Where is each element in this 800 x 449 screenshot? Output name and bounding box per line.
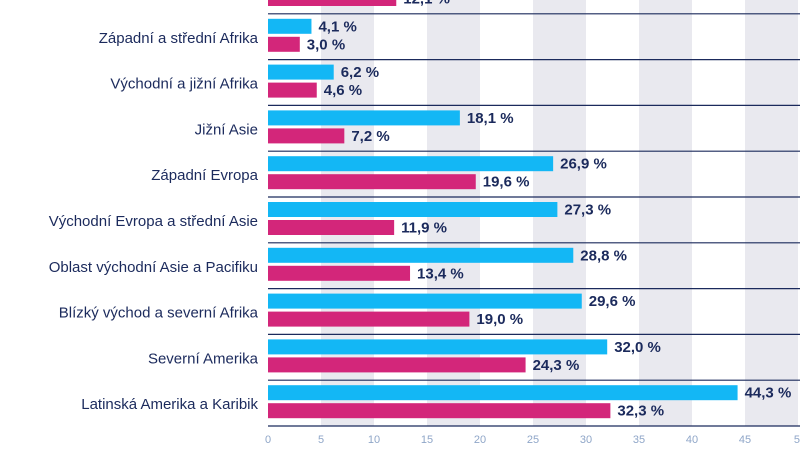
category-label: Severní Amerika (148, 350, 259, 367)
x-tick-label: 35 (633, 434, 645, 446)
category-label: Blízký východ a severní Afrika (59, 305, 259, 322)
value-label: 4,1 % (318, 18, 356, 35)
value-label: 7,2 % (351, 128, 389, 145)
value-label: 11,9 % (401, 219, 447, 236)
category-label: Západní Evropa (151, 167, 258, 184)
value-label: 32,0 % (614, 339, 661, 356)
bar-series-1 (268, 110, 460, 126)
bar-series-1 (268, 64, 334, 80)
x-tick-label: 10 (368, 434, 380, 446)
x-tick-label: 0 (265, 434, 271, 446)
bar-series-1 (268, 156, 554, 172)
x-tick-label: 30 (580, 434, 592, 446)
bar-series-2 (268, 82, 317, 98)
bar-series-1 (268, 202, 558, 217)
bars (268, 0, 738, 419)
value-label: 3,0 % (307, 36, 345, 53)
bar-series-2 (268, 220, 395, 235)
value-label: 18,1 % (467, 110, 514, 127)
value-label: 24,3 % (533, 357, 580, 374)
x-tick-label: 40 (686, 434, 698, 446)
grid-band (745, 0, 798, 426)
bar-series-1 (268, 385, 738, 401)
category-label: Latinská Amerika a Karibik (81, 396, 258, 413)
bar-series-2 (268, 311, 470, 327)
value-label: 27,3 % (564, 201, 611, 218)
value-label: 12,1 % (403, 0, 450, 7)
value-label: 32,3 % (617, 403, 664, 420)
bar-series-1 (268, 293, 582, 309)
bar-series-1 (268, 339, 608, 355)
x-axis-ticks: 0 5 10 15 20 25 30 35 40 45 5 (265, 434, 800, 446)
value-label: 4,6 % (324, 82, 362, 99)
x-tick-label: 5 (794, 434, 800, 446)
value-label: 28,8 % (580, 247, 627, 264)
bar-series-2 (268, 403, 611, 419)
value-label: 26,9 % (560, 156, 607, 173)
bar-series-2 (268, 265, 411, 281)
value-label: 44,3 % (745, 385, 792, 402)
bar-series-2 (268, 36, 300, 52)
bar-series-1 (268, 247, 574, 263)
bar-series-2 (268, 174, 476, 190)
x-tick-label: 25 (527, 434, 539, 446)
value-label: 13,4 % (417, 265, 464, 282)
labels: 12,1 % Západní a střední Afrika 4,1 %3,0 %… (49, 0, 792, 420)
bar-series-2 (268, 128, 345, 144)
category-label: Východní a jižní Afrika (110, 76, 258, 93)
category-label: Východní Evropa a střední Asie (49, 213, 258, 230)
value-label: 19,6 % (483, 174, 530, 191)
category-label: Západní a střední Afrika (99, 30, 259, 47)
grid-band (639, 0, 692, 426)
bar-series-2 (268, 0, 397, 6)
x-tick-label: 45 (739, 434, 751, 446)
bar-series-2 (268, 357, 526, 373)
value-label: 29,6 % (589, 293, 636, 310)
category-label: Jižní Asie (195, 121, 258, 138)
category-separators (268, 13, 800, 427)
x-tick-label: 20 (474, 434, 486, 446)
x-tick-label: 15 (421, 434, 433, 446)
value-label: 19,0 % (476, 311, 523, 328)
category-label: Oblast východní Asie a Pacifiku (49, 259, 258, 276)
x-tick-label: 5 (318, 434, 324, 446)
bar-series-1 (268, 18, 312, 34)
value-label: 6,2 % (341, 64, 379, 81)
